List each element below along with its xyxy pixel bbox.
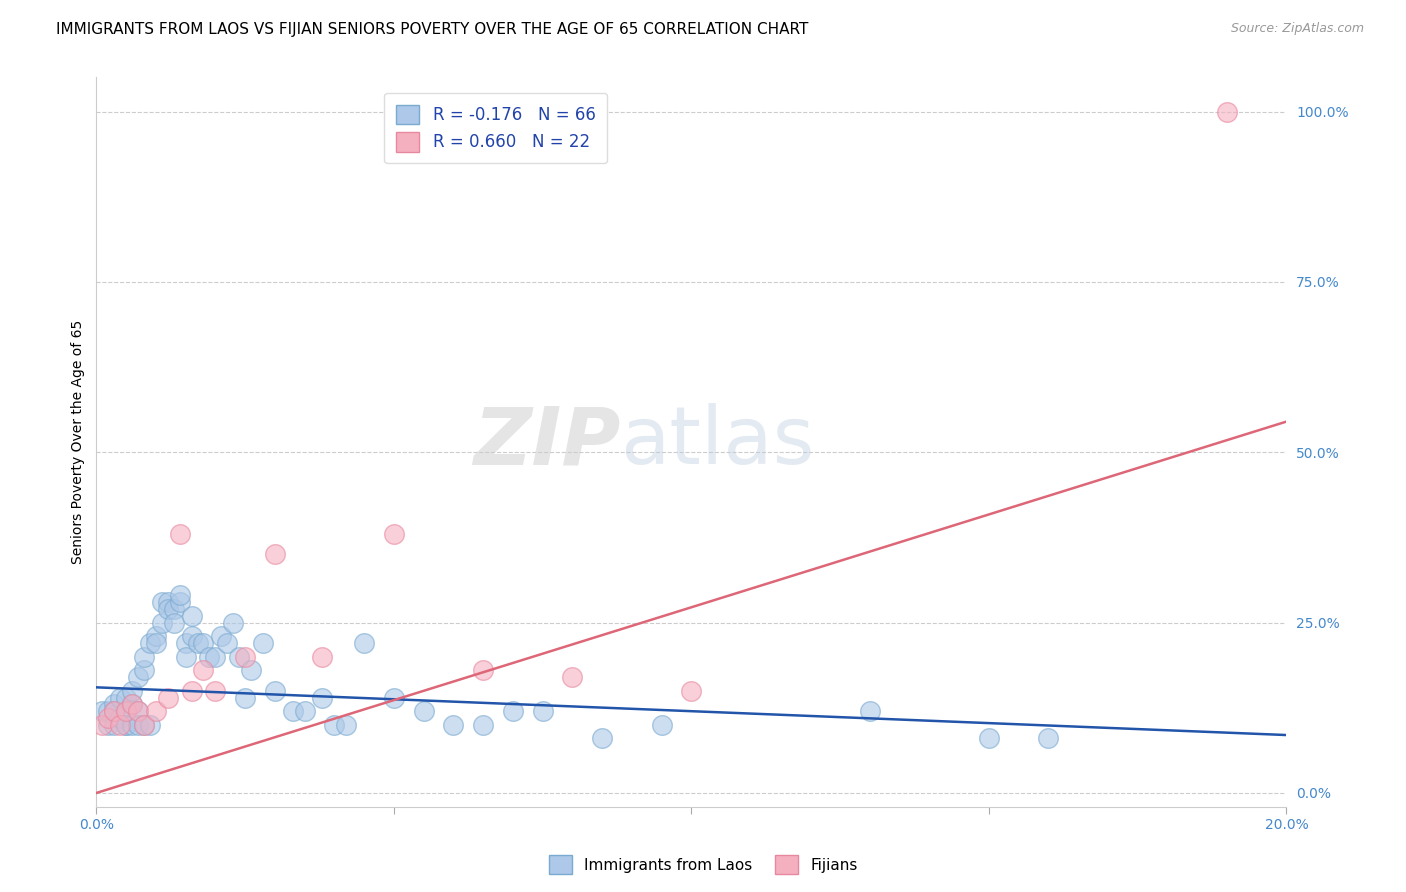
Point <box>97 718 120 732</box>
Text: ZIP: ZIP <box>472 403 620 481</box>
Point <box>240 663 263 677</box>
Point <box>121 698 143 712</box>
Text: atlas: atlas <box>620 403 814 481</box>
Point <box>180 629 202 643</box>
Point <box>103 718 125 732</box>
Point <box>228 649 250 664</box>
Point <box>186 636 208 650</box>
Legend: Immigrants from Laos, Fijians: Immigrants from Laos, Fijians <box>543 849 863 880</box>
Point <box>382 527 405 541</box>
Point <box>353 636 375 650</box>
Point <box>311 690 333 705</box>
Point <box>121 698 143 712</box>
Point <box>103 704 125 718</box>
Point <box>531 704 554 718</box>
Point <box>115 690 138 705</box>
Point <box>382 690 405 705</box>
Point <box>502 704 524 718</box>
Point <box>145 629 167 643</box>
Point <box>977 731 1000 746</box>
Point <box>108 718 131 732</box>
Point <box>103 698 125 712</box>
Point <box>115 718 138 732</box>
Point <box>132 649 155 664</box>
Point <box>233 649 256 664</box>
Point <box>163 602 186 616</box>
Point <box>193 663 215 677</box>
Point <box>145 636 167 650</box>
Point <box>180 608 202 623</box>
Point <box>233 690 256 705</box>
Point <box>163 615 186 630</box>
Point <box>209 629 232 643</box>
Point <box>127 670 149 684</box>
Point <box>115 704 138 718</box>
Point <box>169 595 191 609</box>
Point <box>103 704 125 718</box>
Point <box>132 718 155 732</box>
Point <box>651 718 673 732</box>
Point <box>174 636 197 650</box>
Point <box>193 636 215 650</box>
Point <box>294 704 316 718</box>
Point <box>281 704 304 718</box>
Point <box>441 718 464 732</box>
Point <box>121 683 143 698</box>
Point <box>127 704 149 718</box>
Point <box>150 615 173 630</box>
Point <box>150 595 173 609</box>
Point <box>859 704 882 718</box>
Point <box>132 663 155 677</box>
Point <box>97 704 120 718</box>
Point <box>412 704 434 718</box>
Point <box>204 683 226 698</box>
Point <box>323 718 346 732</box>
Point <box>681 683 703 698</box>
Point <box>108 711 131 725</box>
Point <box>263 683 285 698</box>
Point <box>108 690 131 705</box>
Point <box>252 636 274 650</box>
Point <box>263 548 285 562</box>
Point <box>115 704 138 718</box>
Point <box>180 683 202 698</box>
Point <box>139 718 162 732</box>
Y-axis label: Seniors Poverty Over the Age of 65: Seniors Poverty Over the Age of 65 <box>72 320 86 564</box>
Point <box>169 527 191 541</box>
Point <box>91 718 114 732</box>
Point <box>472 663 495 677</box>
Point <box>198 649 221 664</box>
Point <box>222 615 245 630</box>
Point <box>174 649 197 664</box>
Text: IMMIGRANTS FROM LAOS VS FIJIAN SENIORS POVERTY OVER THE AGE OF 65 CORRELATION CH: IMMIGRANTS FROM LAOS VS FIJIAN SENIORS P… <box>56 22 808 37</box>
Point <box>311 649 333 664</box>
Point <box>156 595 179 609</box>
Point <box>132 718 155 732</box>
Point <box>121 718 143 732</box>
Point <box>217 636 239 650</box>
Point <box>1216 104 1239 119</box>
Point <box>169 588 191 602</box>
Point <box>127 718 149 732</box>
Point <box>335 718 357 732</box>
Point <box>139 636 162 650</box>
Point <box>91 704 114 718</box>
Point <box>156 690 179 705</box>
Point <box>561 670 583 684</box>
Point <box>472 718 495 732</box>
Legend: R = -0.176   N = 66, R = 0.660   N = 22: R = -0.176 N = 66, R = 0.660 N = 22 <box>384 93 607 163</box>
Point <box>127 704 149 718</box>
Point <box>115 718 138 732</box>
Point <box>591 731 613 746</box>
Point <box>204 649 226 664</box>
Point <box>97 711 120 725</box>
Text: Source: ZipAtlas.com: Source: ZipAtlas.com <box>1230 22 1364 36</box>
Point <box>156 602 179 616</box>
Point <box>145 704 167 718</box>
Point <box>1038 731 1060 746</box>
